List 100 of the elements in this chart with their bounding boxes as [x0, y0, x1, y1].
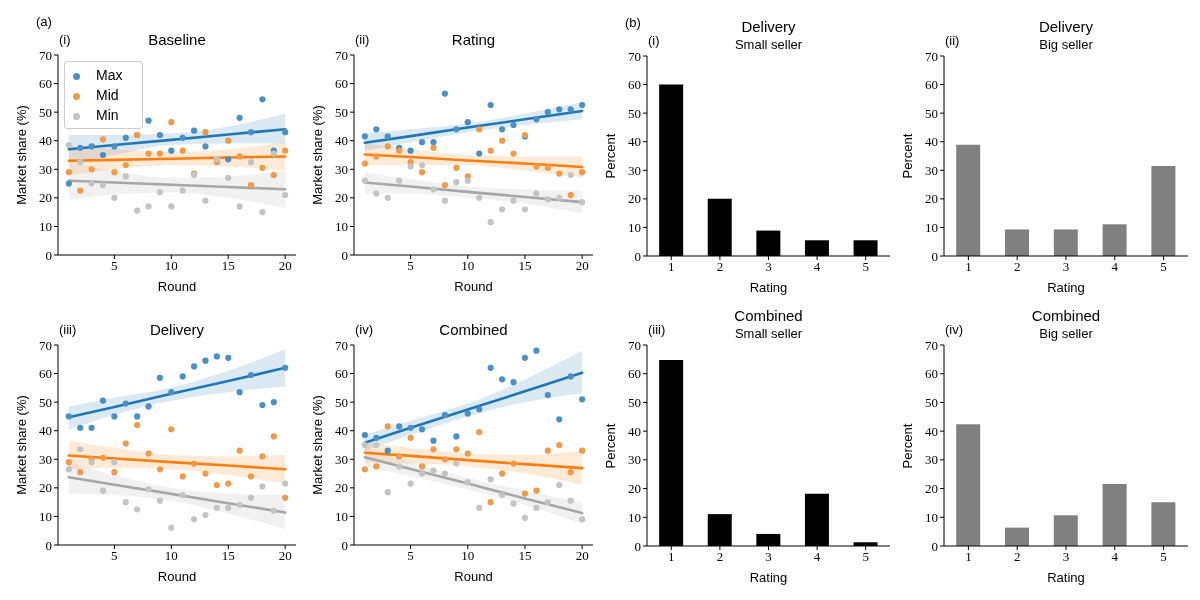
point — [544, 499, 551, 506]
point — [418, 470, 426, 477]
point — [579, 101, 586, 109]
point — [453, 433, 460, 440]
point — [567, 497, 574, 504]
point — [111, 194, 118, 201]
point — [361, 441, 368, 449]
x-tick-label: 15 — [221, 258, 235, 274]
y-tick-label: 20 — [39, 190, 52, 206]
text: (ii) — [355, 31, 370, 48]
point — [521, 206, 529, 213]
point — [361, 160, 368, 167]
y-tick-label: 70 — [628, 48, 641, 64]
point — [384, 447, 391, 454]
point — [259, 96, 266, 103]
point — [282, 191, 289, 199]
point — [282, 480, 289, 487]
x-axis-title: Rating — [1047, 279, 1085, 296]
chart-subtitle: Big seller — [1039, 36, 1093, 53]
x-tick-label: 3 — [765, 259, 772, 275]
point — [499, 137, 506, 144]
point — [487, 499, 494, 506]
point — [567, 191, 574, 199]
x-tick-label: 5 — [407, 548, 414, 564]
point — [510, 500, 517, 507]
point — [384, 423, 391, 430]
point — [236, 447, 243, 454]
bar — [1053, 229, 1078, 256]
x-tick-label: 20 — [278, 548, 292, 564]
point — [579, 199, 586, 206]
point — [145, 117, 152, 124]
point — [259, 483, 266, 490]
point — [77, 469, 84, 476]
chart-subtitle: Small seller — [734, 36, 803, 53]
x-axis-title: Round — [157, 278, 197, 295]
point — [556, 416, 563, 423]
point — [533, 487, 540, 494]
x-tick-label: 3 — [765, 549, 772, 565]
text: (iii) — [648, 321, 666, 338]
point — [510, 150, 517, 157]
point — [202, 143, 209, 150]
point — [111, 413, 118, 420]
y-axis-title: Market share (%) — [309, 395, 326, 495]
y-tick-label: 20 — [628, 191, 641, 207]
point — [418, 169, 426, 176]
x-tick-label: 3 — [1062, 549, 1070, 565]
point — [270, 399, 277, 406]
point — [247, 159, 255, 166]
point — [190, 460, 198, 467]
y-tick-label: 30 — [335, 161, 348, 177]
y-tick-label: 60 — [628, 77, 641, 93]
point — [99, 487, 107, 494]
point — [65, 180, 72, 187]
y-tick-label: 60 — [39, 366, 52, 382]
point — [464, 410, 471, 417]
point — [418, 139, 426, 146]
y-axis-title: Market share (%) — [13, 105, 30, 205]
point — [122, 134, 129, 141]
point — [556, 170, 563, 177]
point — [510, 197, 517, 204]
y-tick-label: 10 — [335, 219, 348, 235]
point — [88, 180, 95, 187]
point — [361, 466, 368, 473]
x-tick-label: 4 — [1111, 549, 1119, 565]
point — [453, 126, 460, 133]
y-tick-label: 30 — [39, 161, 52, 177]
point — [168, 203, 175, 210]
x-tick-label: 5 — [862, 259, 869, 275]
y-tick-label: 10 — [39, 509, 52, 525]
x-tick-label: 5 — [1160, 259, 1167, 275]
point — [213, 481, 220, 489]
point — [134, 421, 141, 429]
point — [77, 187, 84, 194]
x-axis-title: Round — [454, 568, 493, 585]
x-tick-label: 20 — [278, 258, 292, 274]
x-axis-title: Rating — [1047, 569, 1085, 586]
x-axis-title: Round — [454, 278, 493, 295]
text: (i) — [59, 31, 71, 48]
point — [476, 429, 483, 436]
point — [225, 137, 232, 144]
y-tick-label: 70 — [335, 47, 348, 63]
y-tick-label: 70 — [335, 337, 348, 353]
point — [122, 499, 129, 506]
point — [213, 353, 220, 360]
point — [373, 190, 380, 197]
point — [567, 106, 574, 113]
y-tick-label: 30 — [925, 452, 938, 468]
point — [65, 413, 72, 420]
point — [122, 440, 129, 447]
point — [99, 151, 107, 159]
point — [156, 189, 164, 196]
bar — [956, 144, 981, 256]
y-tick-label: 50 — [39, 104, 52, 120]
point — [579, 396, 586, 403]
point — [236, 389, 243, 396]
y-tick-label: 70 — [628, 337, 641, 353]
y-tick-label: 20 — [925, 191, 938, 207]
point — [384, 143, 391, 150]
point — [453, 164, 460, 171]
chart-subtitle: Small seller — [734, 325, 803, 342]
